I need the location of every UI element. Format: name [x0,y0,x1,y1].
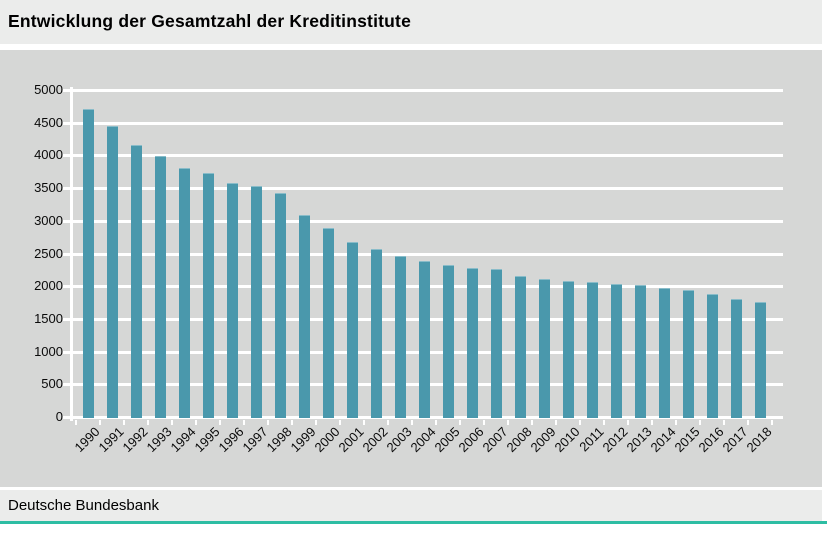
x-tick-25 [675,420,677,425]
y-axis-label-5000: 5000 [34,82,63,97]
x-tick-24 [651,420,653,425]
x-tick-8 [267,420,269,425]
bar-2008 [515,276,526,418]
y-tick-500 [63,383,71,386]
gridline-2500 [71,253,783,256]
bar-1998 [275,193,286,418]
y-axis-label-3000: 3000 [34,213,63,228]
gridline-4500 [71,122,783,125]
y-axis-label-4000: 4000 [34,147,63,162]
x-tick-10 [315,420,317,425]
bar-2005 [443,265,454,418]
y-axis-label-0: 0 [55,409,63,424]
bar-1992 [131,145,142,418]
bar-1995 [203,173,214,418]
gridline-3000 [71,220,783,223]
y-tick-1000 [63,351,71,354]
x-tick-16 [459,420,461,425]
y-tick-3000 [63,220,71,223]
page-title: Entwicklung der Gesamtzahl der Kreditins… [8,11,412,31]
bar-2015 [683,290,694,418]
bar-2017 [731,299,742,418]
x-tick-21 [579,420,581,425]
bar-1994 [179,168,190,418]
x-tick-17 [483,420,485,425]
x-tick-15 [435,420,437,425]
x-tick-26 [699,420,701,425]
x-tick-4 [171,420,173,425]
x-tick-7 [243,420,245,425]
bar-1996 [227,183,238,418]
x-tick-11 [339,420,341,425]
x-tick-22 [603,420,605,425]
x-tick-6 [219,420,221,425]
gridline-3500 [71,187,783,190]
bar-2001 [347,242,358,418]
x-tick-9 [291,420,293,425]
x-tick-19 [531,420,533,425]
bar-2014 [659,288,670,418]
x-tick-28 [747,420,749,425]
chart-panel: 0 500 1000 1500 2000 2500 3000 3500 4000 4500 5000… [0,50,822,487]
y-tick-1500 [63,318,71,321]
x-tick-14 [411,420,413,425]
y-axis-label-2500: 2500 [34,246,63,261]
x-tick-27 [723,420,725,425]
gridline-5000 [71,89,783,92]
y-axis-label-3500: 3500 [34,180,63,195]
y-tick-2000 [63,285,71,288]
y-axis-label-500: 500 [41,376,63,391]
bar-2004 [419,261,430,418]
bar-1990 [83,109,94,418]
bar-2002 [371,249,382,418]
bar-2000 [323,228,334,418]
y-tick-2500 [63,253,71,256]
x-tick-20 [555,420,557,425]
footer-bar: Deutsche Bundesbank [0,490,822,521]
bar-2016 [707,294,718,418]
x-tick-3 [147,420,149,425]
y-tick-5000 [63,89,71,92]
x-tick-18 [507,420,509,425]
bar-2003 [395,256,406,418]
x-tick-2 [123,420,125,425]
bar-2010 [563,281,574,418]
bar-1993 [155,156,166,418]
bar-2012 [611,284,622,418]
x-tick-5 [195,420,197,425]
source-label: Deutsche Bundesbank [8,497,159,514]
x-tick-12 [363,420,365,425]
y-tick-4500 [63,122,71,125]
bar-1991 [107,126,118,418]
bar-1999 [299,215,310,418]
y-axis-label-1500: 1500 [34,311,63,326]
y-tick-3500 [63,187,71,190]
x-tick-0 [75,420,77,425]
x-tick-1 [99,420,101,425]
y-axis-label-1000: 1000 [34,344,63,359]
gridline-4000 [71,154,783,157]
y-tick-4000 [63,154,71,157]
bar-2011 [587,282,598,418]
title-bar: Entwicklung der Gesamtzahl der Kreditins… [0,0,822,44]
y-axis-label-2000: 2000 [34,278,63,293]
footer-accent-line [0,521,827,524]
x-tick-29 [771,420,773,425]
y-axis-label-4500: 4500 [34,115,63,130]
y-tick-0 [63,416,71,419]
bar-2013 [635,285,646,418]
bar-2018 [755,302,766,418]
bar-2009 [539,279,550,418]
bar-1997 [251,186,262,418]
x-tick-13 [387,420,389,425]
bar-2007 [491,269,502,418]
x-tick-23 [627,420,629,425]
bar-2006 [467,268,478,418]
